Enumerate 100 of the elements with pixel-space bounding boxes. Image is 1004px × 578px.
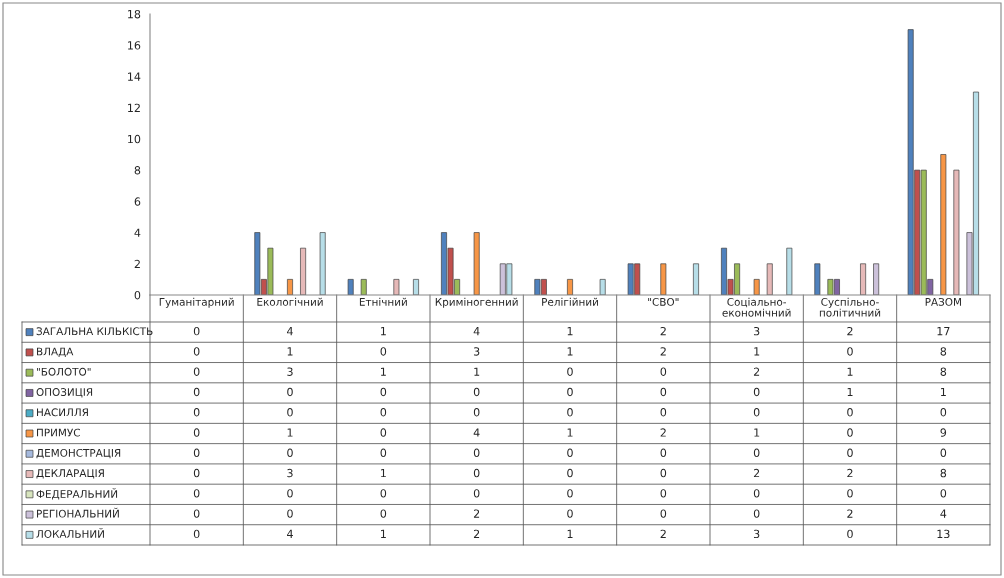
data-label: 1 — [381, 327, 386, 336]
data-label: 0 — [473, 448, 480, 457]
data-label: 0 — [287, 408, 293, 417]
data-label: 0 — [193, 387, 200, 397]
data-label: 13 — [937, 529, 950, 539]
data-label: 0 — [660, 408, 667, 417]
bar — [953, 169, 960, 295]
data-label: 0 — [473, 468, 480, 478]
data-label: 0 — [193, 367, 200, 376]
x-tick-label: "СВО" — [648, 297, 679, 306]
data-label: 0 — [380, 347, 387, 356]
bar — [766, 263, 773, 295]
data-label: 0 — [567, 509, 573, 518]
data-label: 0 — [660, 489, 667, 498]
data-label: 1 — [754, 347, 760, 356]
y-tick-label: 4 — [134, 228, 141, 237]
data-label: 1 — [847, 387, 853, 397]
data-label: 0 — [473, 489, 480, 498]
data-label: 0 — [287, 489, 293, 498]
data-label: 0 — [567, 468, 573, 478]
data-label: 0 — [847, 347, 853, 356]
data-label: 1 — [287, 428, 293, 437]
data-label: 0 — [193, 468, 200, 478]
data-label: 0 — [660, 387, 667, 397]
data-label: 0 — [380, 509, 387, 518]
data-label: 0 — [287, 509, 293, 518]
data-label: 1 — [847, 367, 853, 376]
data-label: 2 — [753, 367, 760, 376]
data-label: 1 — [381, 469, 386, 478]
data-label: 3 — [473, 347, 480, 356]
data-label: 0 — [753, 387, 760, 397]
legend-label: ДЕКЛАРАЦІЯ — [36, 469, 104, 479]
bar — [473, 232, 480, 295]
bar — [940, 154, 947, 295]
y-tick-label: 12 — [128, 103, 140, 112]
data-label: 17 — [937, 327, 950, 336]
legend-label: ОПОЗИЦІЯ — [36, 388, 93, 398]
data-label: 3 — [287, 367, 293, 376]
bar — [287, 279, 293, 295]
bar — [860, 263, 867, 295]
data-label: 3 — [753, 529, 760, 539]
data-label: 0 — [660, 448, 667, 457]
data-label: 4 — [473, 327, 480, 336]
data-label: 0 — [193, 509, 200, 518]
bar — [660, 263, 667, 295]
x-tick-label: Екологічний — [257, 297, 323, 306]
data-label: 1 — [941, 387, 946, 397]
data-label: 0 — [380, 387, 387, 397]
data-label: 0 — [847, 489, 853, 498]
data-label: 0 — [473, 408, 480, 417]
bar — [567, 279, 573, 295]
y-tick-label: 2 — [134, 259, 140, 268]
legend-label: ЛОКАЛЬНИЙ — [36, 528, 104, 538]
data-label: 0 — [753, 448, 760, 457]
data-label: 0 — [287, 448, 293, 457]
data-label: 2 — [660, 347, 666, 356]
legend-label: ВЛАДА — [37, 347, 74, 357]
data-label: 8 — [940, 347, 947, 356]
y-tick-label: 14 — [128, 72, 141, 81]
y-tick-label: 10 — [128, 134, 141, 144]
legend-label: ДЕМОНСТРАЦІЯ — [36, 448, 121, 459]
bar — [360, 279, 367, 295]
data-label: 0 — [380, 489, 387, 498]
legend-label: ПРИМУС — [37, 428, 80, 437]
y-tick-label: 18 — [128, 9, 141, 19]
data-label: 1 — [381, 529, 386, 538]
data-label: 0 — [380, 428, 387, 437]
data-label: 2 — [660, 529, 666, 538]
bar — [599, 279, 606, 295]
data-label: 4 — [287, 327, 293, 336]
data-label: 2 — [847, 468, 853, 478]
data-label: 0 — [567, 408, 573, 417]
data-label: 0 — [567, 489, 573, 498]
data-label: 0 — [193, 529, 200, 539]
data-label: 8 — [940, 468, 947, 478]
x-tick-label: Суспільно-політичний — [819, 297, 881, 317]
data-label: 3 — [753, 326, 760, 336]
data-label: 1 — [754, 428, 760, 437]
data-label: 0 — [940, 408, 947, 417]
data-label: 0 — [753, 509, 760, 518]
data-label: 0 — [847, 428, 853, 437]
bar — [814, 263, 821, 295]
x-tick-label: Соціально-економічний — [722, 297, 791, 317]
data-label: 4 — [473, 428, 480, 437]
data-label: 0 — [287, 387, 293, 397]
data-label: 0 — [193, 428, 200, 437]
bar — [693, 263, 699, 295]
data-label: 0 — [847, 529, 853, 539]
bar — [873, 263, 880, 295]
legend-label: НАСИЛЛЯ — [37, 408, 88, 417]
y-tick-label: 16 — [128, 41, 141, 50]
bar — [393, 279, 400, 295]
data-label: 3 — [287, 468, 293, 478]
data-label: 0 — [940, 489, 947, 498]
data-label: 0 — [847, 408, 853, 417]
legend-label: ЗАГАЛЬНА КІЛЬКІСТЬ — [36, 327, 153, 336]
data-label: 2 — [660, 428, 666, 437]
legend-label: "БОЛОТО" — [37, 367, 91, 376]
bar — [300, 247, 307, 295]
data-label: 0 — [567, 387, 573, 397]
